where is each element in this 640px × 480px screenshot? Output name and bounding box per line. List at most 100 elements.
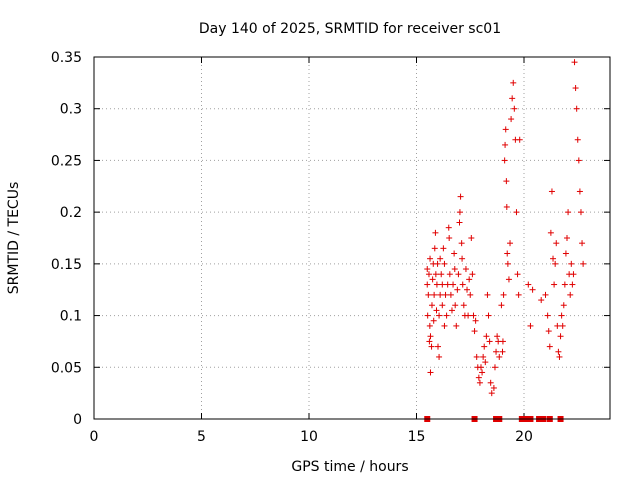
data-point: [567, 291, 574, 298]
data-point: [485, 312, 492, 319]
data-point: [440, 245, 447, 252]
data-point: [574, 136, 581, 143]
data-point: [465, 312, 472, 319]
data-point: [556, 353, 563, 360]
data-point: [426, 338, 433, 345]
data-point: [493, 348, 500, 355]
data-point: [484, 291, 491, 298]
data-point: [442, 291, 449, 298]
data-point: [576, 188, 583, 195]
data-point: [504, 250, 511, 257]
data-point: [424, 266, 431, 273]
y-tick-label: 0: [73, 412, 82, 428]
data-point: [432, 229, 439, 236]
data-point: [488, 390, 495, 397]
data-point: [501, 157, 508, 164]
data-point: [459, 281, 466, 288]
data-point: [490, 384, 497, 391]
data-point: [561, 281, 568, 288]
data-point: [469, 271, 476, 278]
data-point: [551, 281, 558, 288]
data-point: [514, 271, 521, 278]
data-point: [547, 229, 554, 236]
data-point: [451, 266, 458, 273]
data-point: [441, 322, 448, 329]
data-point: [572, 85, 579, 92]
data-point: [560, 302, 567, 309]
data-point: [441, 260, 448, 267]
data-point: [443, 312, 450, 319]
data-point: [430, 317, 437, 324]
data-point: [437, 291, 444, 298]
data-point: [450, 281, 457, 288]
axis-ticks: [93, 56, 610, 420]
data-point: [565, 209, 572, 216]
data-point: [548, 188, 555, 195]
data-point: [466, 276, 473, 283]
data-point: [445, 224, 452, 231]
data-point: [502, 141, 509, 148]
x-tick-label: 20: [515, 429, 533, 445]
data-point: [475, 374, 482, 381]
data-point: [427, 333, 434, 340]
data-point: [452, 302, 459, 309]
data-point: [451, 250, 458, 257]
data-point: [444, 281, 451, 288]
grid-lines: [94, 57, 610, 419]
data-point: [428, 343, 435, 350]
plot-frame: [93, 56, 611, 420]
x-tick-label: 15: [408, 429, 426, 445]
data-point: [573, 105, 580, 112]
data-point: [515, 291, 522, 298]
data-point: [559, 322, 566, 329]
data-point: [554, 322, 561, 329]
data-point: [494, 333, 501, 340]
data-point: [553, 240, 560, 247]
data-point: [426, 322, 433, 329]
data-point: [476, 379, 483, 386]
data-point: [436, 353, 443, 360]
data-point: [570, 271, 577, 278]
data-point: [425, 291, 432, 298]
data-point: [499, 348, 506, 355]
data-point: [503, 203, 510, 210]
y-tick-label: 0.3: [60, 102, 82, 118]
data-point: [459, 255, 466, 262]
data-point: [508, 116, 515, 123]
data-point: [448, 307, 455, 314]
data-point: [434, 260, 441, 267]
data-point: [500, 291, 507, 298]
y-tick-label: 0.35: [51, 50, 82, 66]
data-point: [467, 291, 474, 298]
x-tick-label: 5: [197, 429, 206, 445]
data-point: [502, 126, 509, 133]
data-point: [472, 317, 479, 324]
y-axis-label: SRMTID / TECUs: [6, 182, 22, 295]
data-point: [431, 245, 438, 252]
data-point: [480, 353, 487, 360]
data-point: [568, 260, 575, 267]
data-point: [433, 281, 440, 288]
data-point: [542, 291, 549, 298]
data-point: [564, 235, 570, 241]
data-point: [481, 343, 488, 350]
data-point: [516, 136, 523, 143]
data-point: [487, 379, 494, 386]
data-point: [439, 281, 446, 288]
data-point: [427, 255, 434, 262]
data-point: [473, 353, 480, 360]
data-points: [424, 59, 587, 397]
data-point: [509, 95, 516, 102]
data-point: [511, 105, 518, 112]
data-point: [577, 209, 584, 216]
data-point: [482, 359, 489, 366]
data-point: [457, 193, 464, 200]
data-point: [544, 312, 551, 319]
data-point: [435, 343, 441, 350]
y-tick-label: 0.05: [51, 360, 82, 376]
data-point: [456, 219, 463, 226]
y-tick-label: 0.2: [60, 205, 82, 221]
data-point: [455, 271, 462, 278]
data-point: [569, 281, 576, 288]
data-point: [504, 260, 511, 267]
